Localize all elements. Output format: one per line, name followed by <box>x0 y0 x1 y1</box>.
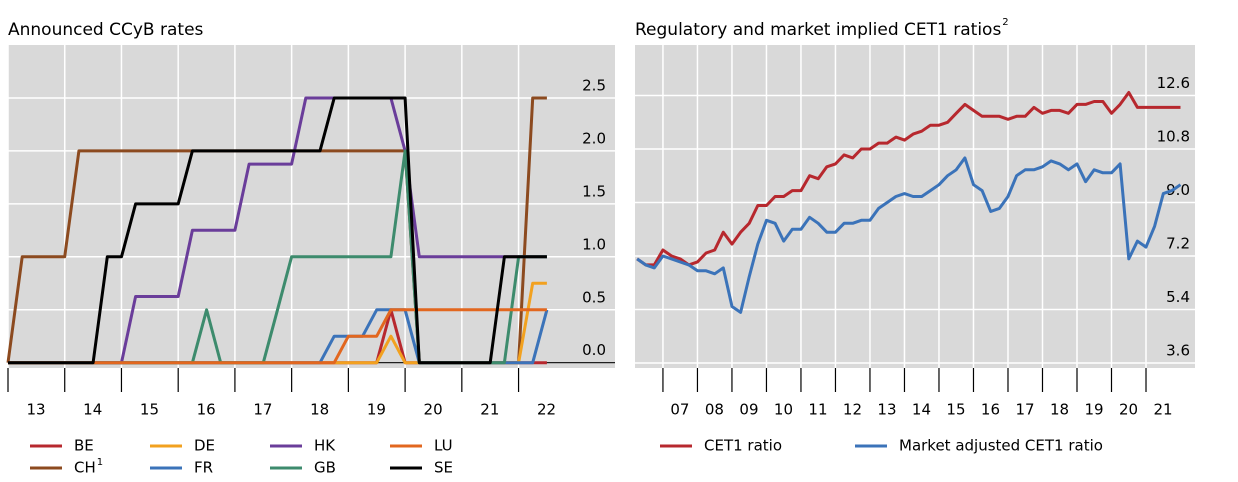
x-tick-label: 21 <box>480 401 499 419</box>
legend-label: SE <box>434 459 453 477</box>
legend-label: DE <box>194 437 215 455</box>
chart-title: Regulatory and market implied CET1 ratio… <box>635 20 1001 40</box>
series-line <box>636 156 1182 314</box>
y-tick-label: 0.0 <box>582 341 606 359</box>
x-tick-label: 21 <box>1153 401 1172 419</box>
x-tick-label: 13 <box>26 401 45 419</box>
x-tick-label: 17 <box>253 401 272 419</box>
x-tick-label: 13 <box>877 401 896 419</box>
y-tick-label: 10.8 <box>1157 128 1190 146</box>
y-tick-label: 12.6 <box>1157 74 1190 92</box>
x-tick-label: 16 <box>981 401 1000 419</box>
y-tick-label: 2.5 <box>582 76 606 94</box>
series-line <box>8 308 547 365</box>
y-tick-label: 7.2 <box>1166 234 1190 252</box>
x-tick-label: 16 <box>197 401 216 419</box>
legend-label: BE <box>74 437 94 455</box>
x-tick-label: 18 <box>1050 401 1069 419</box>
x-tick-label: 11 <box>808 401 827 419</box>
x-tick-label: 18 <box>310 401 329 419</box>
legend-label: GB <box>314 459 336 477</box>
legend-label: FR <box>194 459 213 477</box>
x-tick-label: 22 <box>537 401 556 419</box>
x-tick-label: 17 <box>1015 401 1034 419</box>
series-line <box>636 91 1181 267</box>
y-tick-label: 5.4 <box>1166 288 1190 306</box>
x-tick-label: 07 <box>670 401 689 419</box>
x-tick-label: 08 <box>705 401 724 419</box>
x-tick-label: 19 <box>367 401 386 419</box>
y-tick-label: 0.5 <box>582 288 606 306</box>
y-tick-label: 9.0 <box>1166 181 1190 199</box>
x-tick-label: 09 <box>739 401 758 419</box>
y-tick-label: 3.6 <box>1166 341 1190 359</box>
x-tick-label: 10 <box>774 401 793 419</box>
x-tick-label: 14 <box>912 401 931 419</box>
plot-background <box>635 45 1195 368</box>
title-note: 2 <box>1002 17 1008 28</box>
legend-label: Market adjusted CET1 ratio <box>899 437 1103 455</box>
x-tick-label: 12 <box>843 401 862 419</box>
legend-label: LU <box>434 437 453 455</box>
x-tick-label: 15 <box>946 401 965 419</box>
legend-label: HK <box>314 437 336 455</box>
x-tick-label: 19 <box>1084 401 1103 419</box>
y-tick-label: 1.5 <box>582 182 606 200</box>
legend-note: 1 <box>97 457 103 468</box>
chart-title: Announced CCyB rates <box>8 20 204 40</box>
x-tick-label: 15 <box>140 401 159 419</box>
x-tick-label: 14 <box>83 401 102 419</box>
series-line <box>8 96 547 365</box>
legend-label: CET1 ratio <box>704 437 782 455</box>
y-tick-label: 1.0 <box>582 235 606 253</box>
legend-label: CH <box>74 459 96 477</box>
x-tick-label: 20 <box>1119 401 1138 419</box>
y-tick-label: 2.0 <box>582 129 606 147</box>
x-tick-label: 20 <box>424 401 443 419</box>
